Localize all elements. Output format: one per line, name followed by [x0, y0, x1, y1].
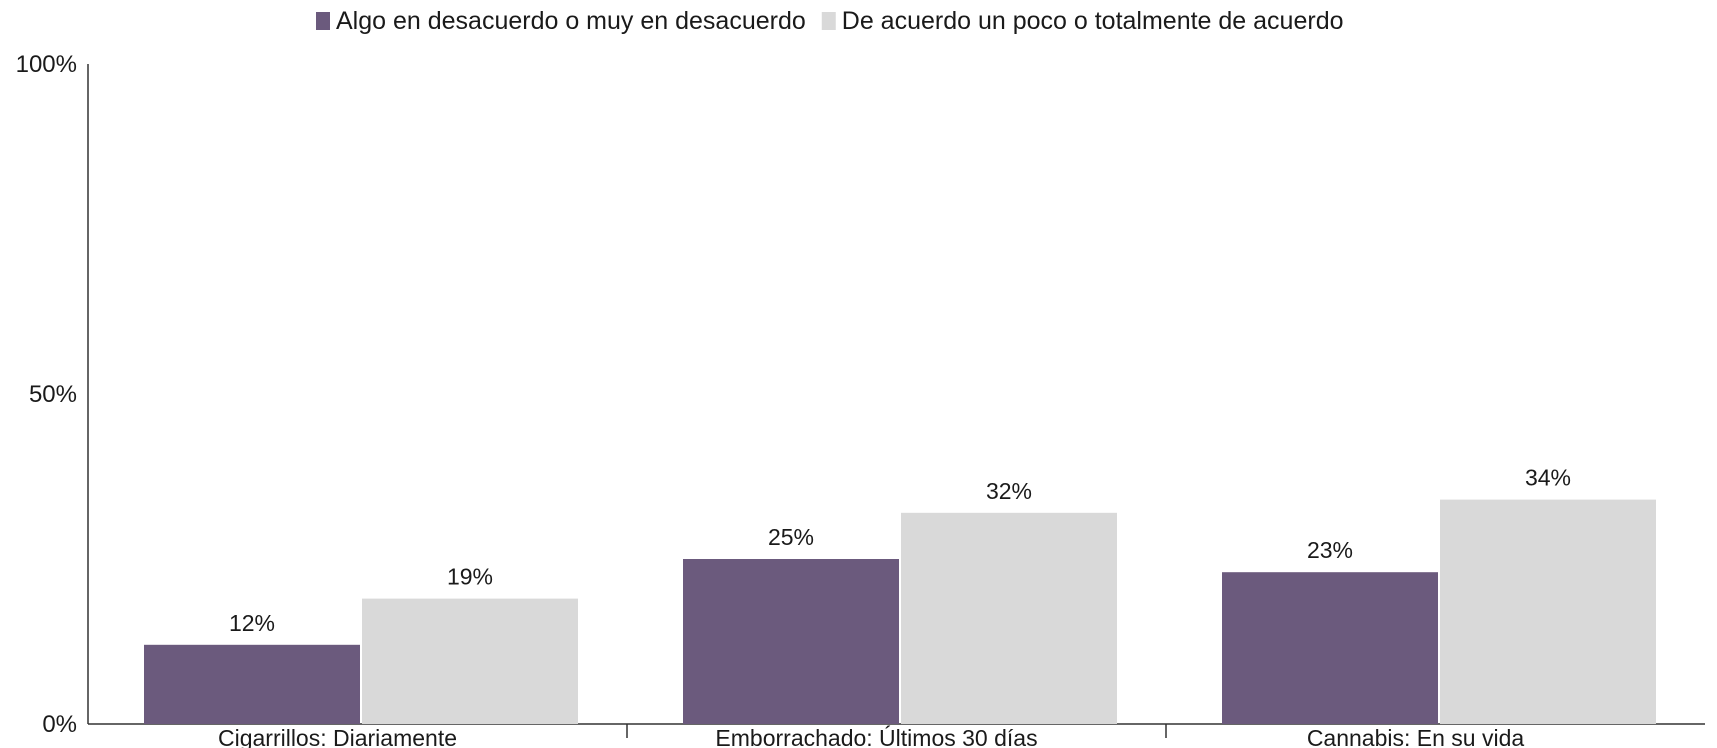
- bars: [144, 499, 1656, 724]
- x-category-label: Cigarrillos: Diariamente: [218, 725, 457, 748]
- bar-disagree: [1222, 572, 1438, 724]
- legend: Algo en desacuerdo o muy en desacuerdo De…: [316, 7, 1344, 35]
- x-axis: Cigarrillos: Diariamente Emborrachado: Úl…: [88, 723, 1705, 748]
- bar-disagree: [144, 644, 360, 724]
- bar-agree: [1440, 499, 1656, 724]
- legend-swatch: [316, 12, 330, 30]
- data-label: 25%: [768, 524, 814, 550]
- legend-label: Algo en desacuerdo o muy en desacuerdo: [336, 7, 806, 35]
- y-tick-label: 0%: [42, 711, 77, 738]
- legend-swatch: [821, 12, 836, 30]
- x-category-label: Cannabis: En su vida: [1307, 725, 1525, 748]
- data-labels: 12% 19% 25% 32% 23% 34%: [229, 465, 1571, 636]
- y-axis: 0% 50% 100%: [16, 51, 89, 738]
- x-category-label: Emborrachado: Últimos 30 días: [715, 725, 1037, 748]
- bar-agree: [362, 598, 578, 724]
- data-label: 34%: [1525, 465, 1571, 491]
- data-label: 19%: [447, 564, 493, 590]
- bar-disagree: [683, 559, 899, 724]
- bar-agree: [901, 512, 1117, 724]
- legend-label: De acuerdo un poco o totalmente de acuer…: [842, 7, 1344, 35]
- y-tick-label: 100%: [16, 51, 77, 78]
- data-label: 12%: [229, 610, 275, 636]
- data-label: 32%: [986, 478, 1032, 504]
- data-label: 23%: [1307, 537, 1353, 563]
- y-tick-label: 50%: [29, 381, 77, 408]
